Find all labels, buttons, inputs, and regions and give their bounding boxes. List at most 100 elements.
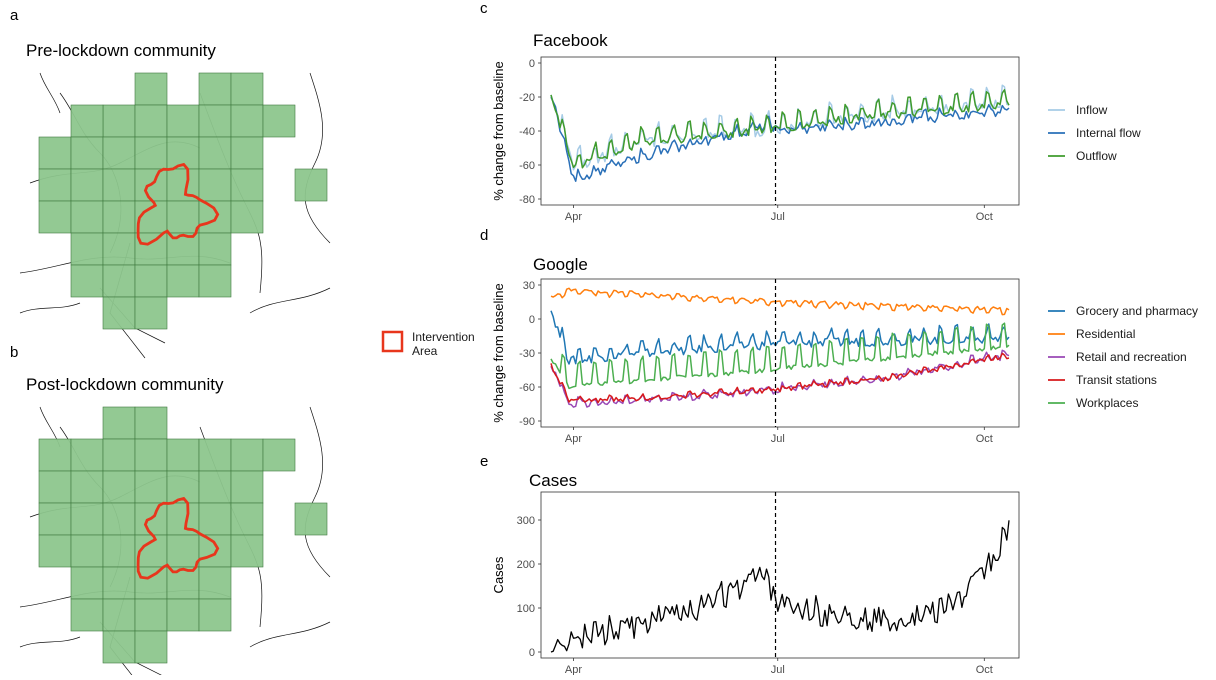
legend-label: Retail and recreation xyxy=(1076,350,1187,364)
community-cell xyxy=(198,136,232,170)
panel-letter-c: c xyxy=(480,0,488,17)
chart-title-google: Google xyxy=(533,255,588,274)
series-line-workplaces xyxy=(550,322,1010,390)
x-tick-label: Apr xyxy=(565,664,582,675)
y-tick-label: 200 xyxy=(517,559,535,571)
map-legend-label-line1: Intervention xyxy=(412,330,475,344)
community-cell xyxy=(230,136,264,170)
map-pre-lockdown xyxy=(19,72,331,359)
y-tick-label: 300 xyxy=(517,515,535,527)
legend-label: Residential xyxy=(1076,327,1135,341)
series-line-cases xyxy=(550,520,1010,653)
x-tick-label: Apr xyxy=(565,211,582,223)
chart-title-cases: Cases xyxy=(529,471,577,490)
panel-letter-a: a xyxy=(10,7,19,24)
plot-area xyxy=(540,491,1020,659)
community-cell xyxy=(134,470,168,504)
intervention-area-outline xyxy=(136,162,220,246)
community-cell xyxy=(134,438,168,472)
community-cell xyxy=(70,598,104,632)
map-title-post: Post-lockdown community xyxy=(26,375,224,394)
community-cell xyxy=(70,534,104,568)
y-axis-title: Cases xyxy=(491,556,506,593)
y-tick-label: 30 xyxy=(523,280,535,292)
y-axis-title: % change from baseline xyxy=(491,283,506,422)
y-tick-label: -80 xyxy=(519,194,535,206)
x-tick-label: Oct xyxy=(976,211,993,223)
legend-label: Transit stations xyxy=(1076,373,1157,387)
community-cell xyxy=(230,502,264,536)
community-cell xyxy=(70,200,104,234)
x-tick-label: Oct xyxy=(976,433,993,445)
community-cell xyxy=(38,534,72,568)
community-cell xyxy=(38,438,72,472)
community-cell xyxy=(134,630,168,664)
map-legend-label-line2: Area xyxy=(412,344,438,358)
boundary-line xyxy=(19,636,81,648)
map-legend: Intervention Area xyxy=(381,330,475,358)
community-cell xyxy=(166,598,200,632)
community-cell xyxy=(134,72,168,106)
y-tick-label: -60 xyxy=(519,160,535,172)
community-cell xyxy=(230,438,264,472)
community-cell xyxy=(198,502,232,536)
y-tick-label: -20 xyxy=(519,92,535,104)
community-cell xyxy=(134,566,168,600)
community-cell xyxy=(198,168,232,202)
community-cell xyxy=(198,438,232,472)
y-tick-label: -30 xyxy=(519,348,535,360)
boundary-line xyxy=(19,302,81,314)
community-cell xyxy=(102,296,136,330)
community-cell xyxy=(134,264,168,298)
community-cell xyxy=(102,470,136,504)
series-line-residential xyxy=(550,287,1010,316)
community-cell xyxy=(102,168,136,202)
boundary-line xyxy=(39,72,61,114)
series-line-grocery-and-pharmacy xyxy=(550,310,1010,365)
boundary-line xyxy=(249,621,331,648)
community-cell xyxy=(70,264,104,298)
community-cell xyxy=(134,232,168,266)
community-cell xyxy=(134,296,168,330)
community-cell xyxy=(166,200,200,234)
community-cell xyxy=(70,168,104,202)
community-cell xyxy=(102,598,136,632)
panel-letter-d: d xyxy=(480,227,488,244)
community-cell xyxy=(70,136,104,170)
community-cell xyxy=(294,502,328,536)
community-cell xyxy=(134,406,168,440)
community-cell xyxy=(230,72,264,106)
legend-label: Workplaces xyxy=(1076,396,1138,410)
community-cell xyxy=(70,232,104,266)
community-grid xyxy=(38,406,328,664)
community-cell xyxy=(198,232,232,266)
community-cell xyxy=(102,534,136,568)
community-cell xyxy=(102,232,136,266)
legend-label: Internal flow xyxy=(1076,126,1141,140)
community-cell xyxy=(70,438,104,472)
community-cell xyxy=(102,136,136,170)
y-tick-label: -90 xyxy=(519,416,535,428)
chart-title-facebook: Facebook xyxy=(533,31,608,50)
panel-letter-b: b xyxy=(10,344,18,361)
community-cell xyxy=(166,438,200,472)
series-line-outflow xyxy=(550,89,1010,169)
panel-letter-e: e xyxy=(480,453,488,470)
community-cell xyxy=(134,598,168,632)
community-cell xyxy=(38,502,72,536)
community-cell xyxy=(70,470,104,504)
series-line-retail-and-recreation xyxy=(550,349,1010,408)
y-tick-label: -40 xyxy=(519,126,535,138)
y-tick-label: 0 xyxy=(529,647,535,659)
community-cell xyxy=(294,168,328,202)
intervention-legend-key xyxy=(381,330,404,353)
community-cell xyxy=(102,406,136,440)
chart-cases: 300 200 100 0 Apr Jul Oct Cases xyxy=(491,491,1020,676)
community-cell xyxy=(166,534,200,568)
community-cell xyxy=(198,470,232,504)
community-cell xyxy=(70,104,104,138)
y-axis-title: % change from baseline xyxy=(491,61,506,200)
boundary-line xyxy=(249,287,331,314)
community-cell xyxy=(262,438,296,472)
